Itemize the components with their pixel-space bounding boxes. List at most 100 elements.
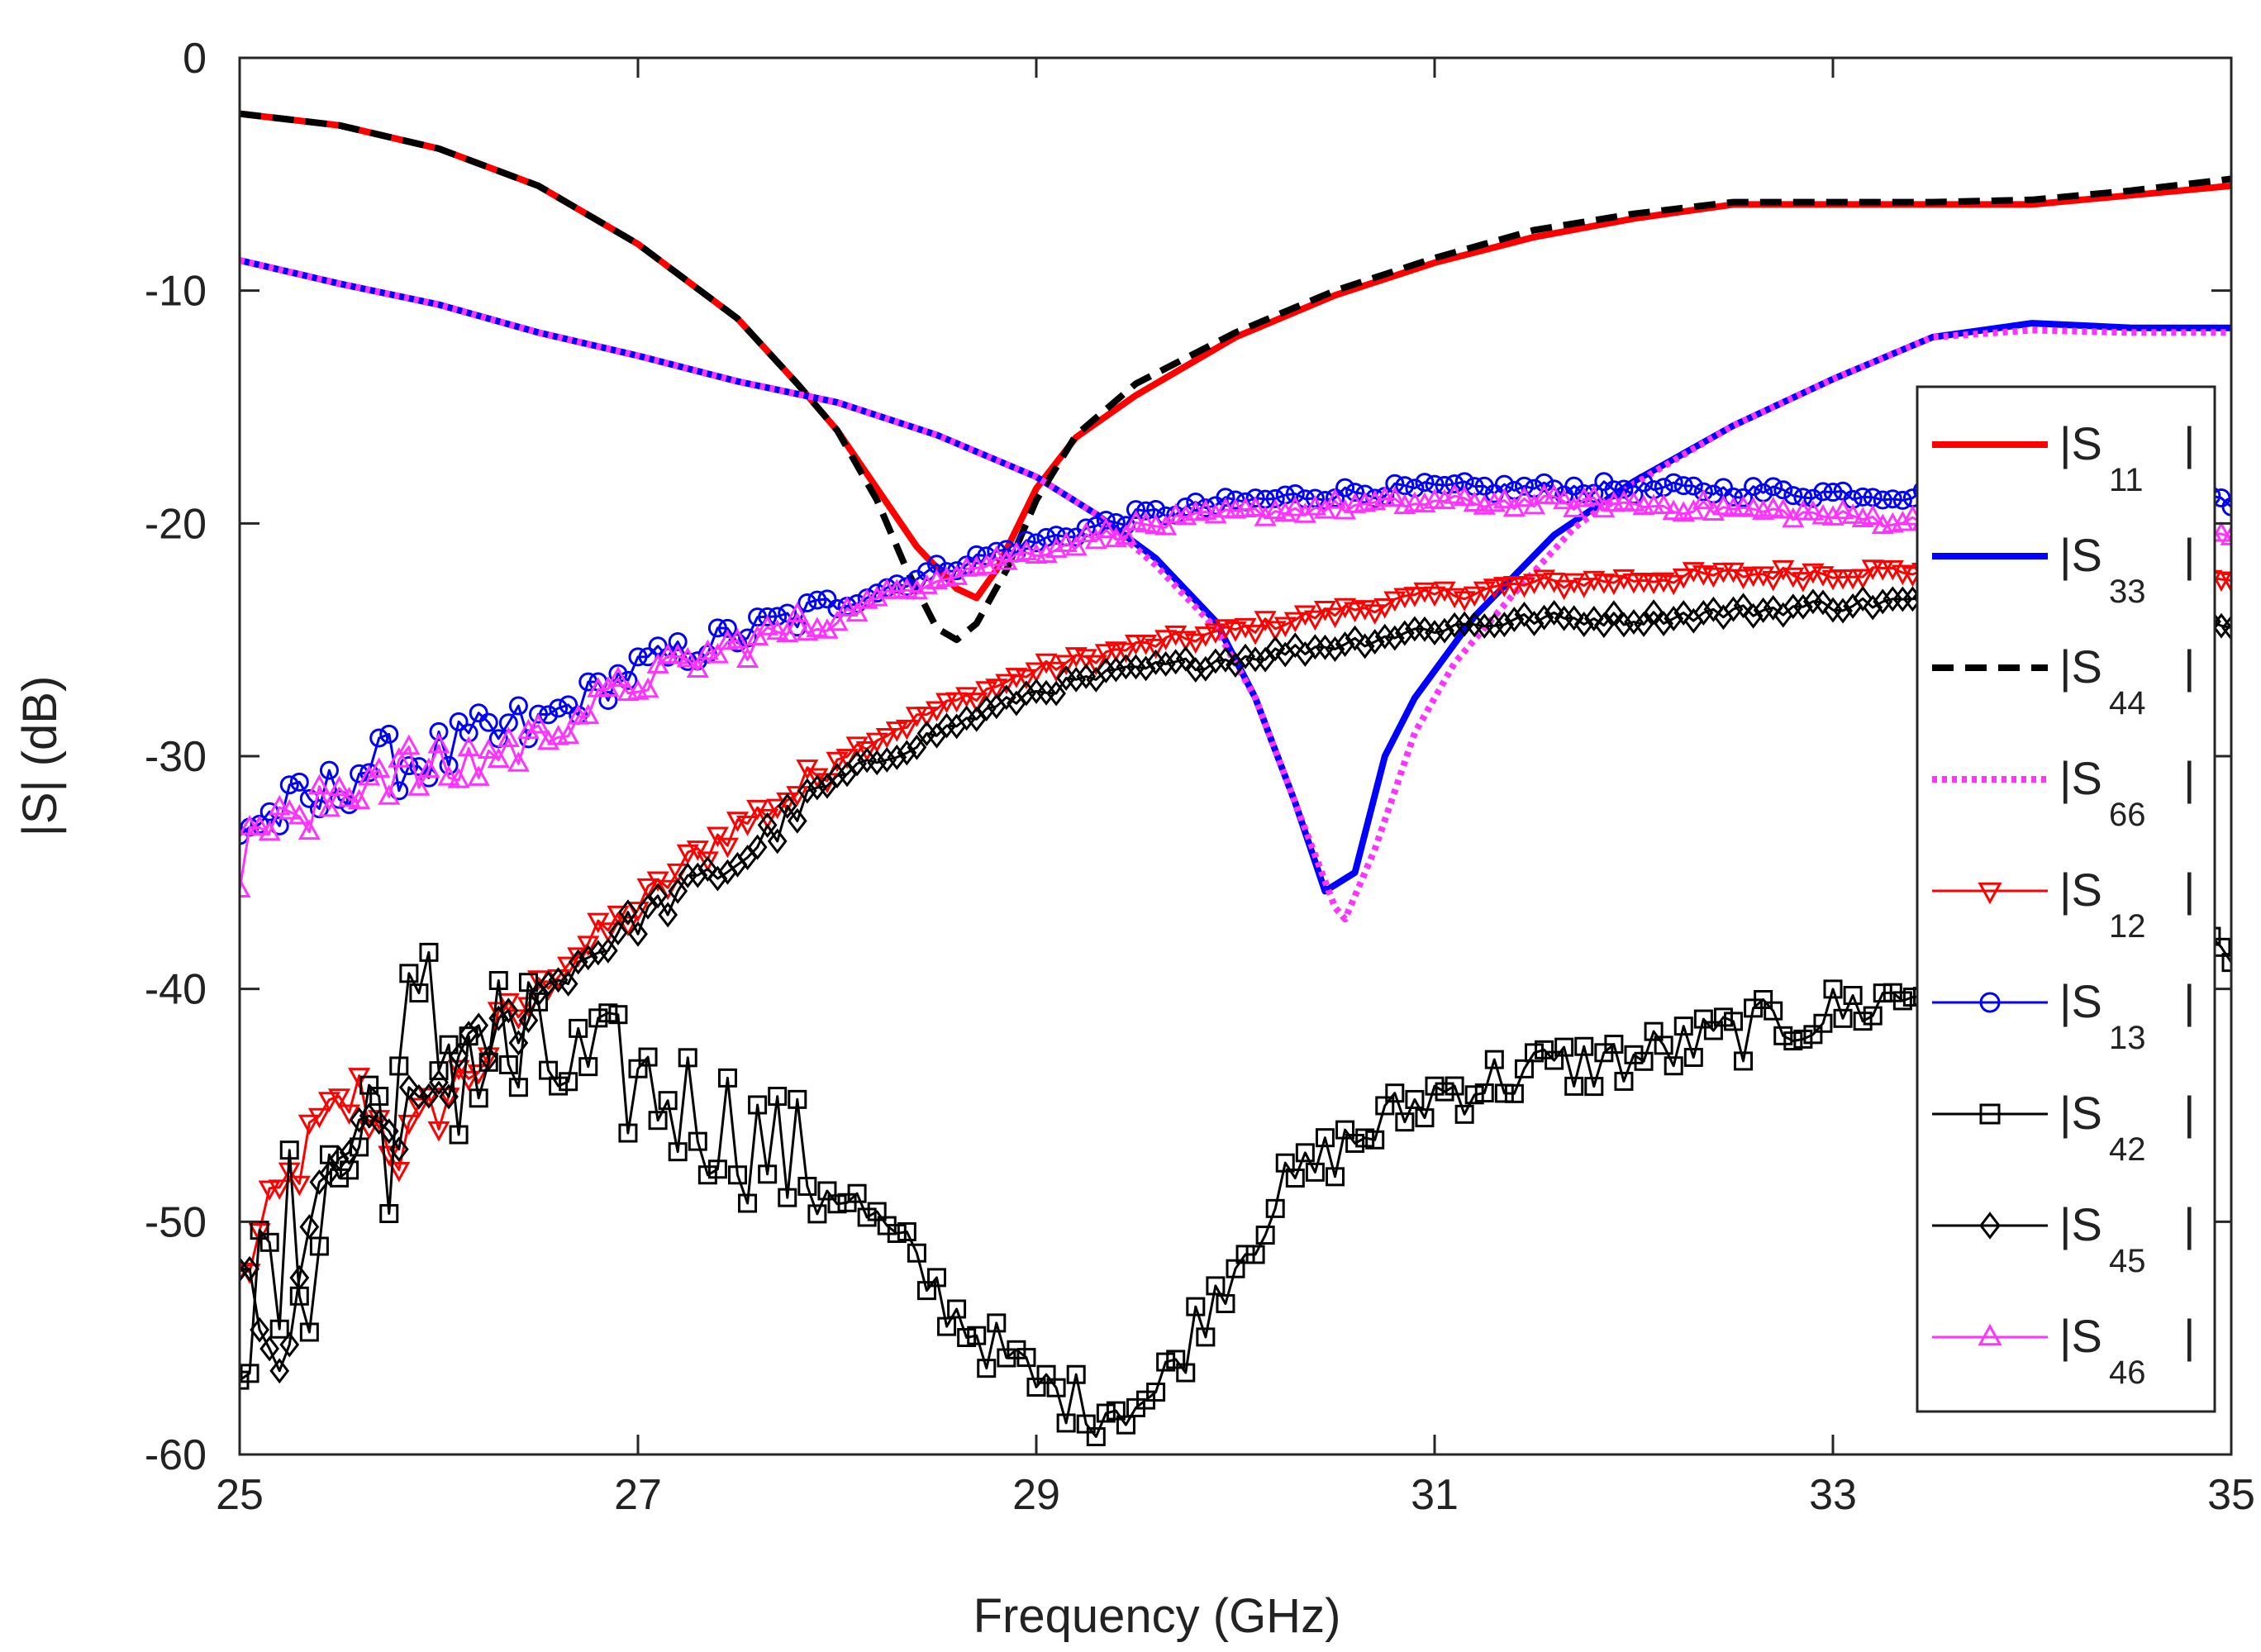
legend-entry-s44: |S44 | [1932,640,2196,721]
triangle-down-marker [1094,644,1117,664]
diamond-marker [837,761,857,788]
diamond-marker [648,883,668,909]
square-marker [817,1181,837,1201]
triangle-down-marker [1234,617,1257,639]
diamond-marker [240,1256,250,1283]
triangle-up-marker [1254,505,1277,526]
triangle-down-marker [317,1092,340,1112]
square-marker [1504,1083,1524,1103]
diamond-marker [369,1109,389,1135]
triangle-down-marker [1224,621,1247,642]
circle-marker [539,705,559,725]
triangle-down-marker [1403,587,1426,607]
square-marker [728,1165,747,1185]
square-marker [1833,1008,1853,1028]
diamond-marker [1354,633,1375,659]
square-marker [1056,1413,1076,1433]
square-marker [1076,1414,1096,1434]
triangle-up-marker [317,796,340,817]
circle-marker [279,775,299,795]
diamond-marker [668,878,688,904]
triangle-up-marker [417,757,440,778]
diamond-marker [976,696,997,721]
circle-marker [459,723,478,743]
legend-close: | [2183,529,2196,581]
legend-subscript: 33 [2109,574,2146,610]
square-marker [429,1061,449,1081]
legend-close: | [2183,1198,2196,1250]
circle-marker [1693,482,1713,502]
triangle-down-marker [875,728,898,749]
diamond-marker [1853,585,1873,612]
diamond-marker [907,734,927,760]
triangle-down-marker [965,693,988,713]
circle-marker [628,647,648,667]
series-line-s42 [240,935,2231,1438]
diamond-marker [588,940,608,966]
square-marker [569,1018,588,1038]
diamond-marker [628,921,648,947]
triangle-down-marker [407,1097,431,1119]
triangle-down-marker [1463,586,1486,607]
triangle-up-marker [1094,517,1117,538]
triangle-down-marker [248,1223,271,1244]
triangle-down-marker [1164,625,1188,646]
triangle-up-marker [1563,497,1586,517]
triangle-down-marker [577,935,600,957]
square-marker [379,1204,399,1224]
diamond-marker [1325,636,1345,662]
diamond-marker [1016,680,1036,707]
square-marker [359,1075,379,1095]
triangle-up-marker [1978,1323,2002,1346]
circle-marker [478,712,498,732]
square-marker [1783,1031,1803,1051]
triangle-down-marker [1573,578,1596,598]
square-marker [1295,1143,1315,1163]
triangle-up-marker [1303,495,1326,516]
diamond-marker [1833,597,1853,624]
diamond-marker [1206,648,1226,674]
triangle-up-marker [397,734,421,755]
square-marker [788,1089,807,1109]
circle-marker [508,696,528,716]
diamond-marker [618,899,638,926]
square-marker [1535,1040,1554,1059]
x-tick-label: 27 [614,1471,662,1519]
triangle-up-marker [845,601,869,622]
square-marker [668,1142,688,1162]
square-marker [1664,1056,1683,1076]
circle-marker [1853,487,1873,507]
square-marker [549,1076,569,1096]
diamond-marker [1514,601,1535,627]
square-marker [1385,1083,1405,1103]
legend-close: | [2183,975,2196,1027]
legend-entry-s66: |S66 | [1932,752,2196,833]
square-marker [717,1068,737,1088]
diamond-marker [378,1118,399,1145]
triangle-down-marker [1054,655,1078,676]
triangle-up-marker [368,757,391,778]
diamond-marker [638,893,658,920]
triangle-down-marker [1344,602,1367,623]
diamond-marker [240,1255,259,1282]
diamond-marker [558,971,578,997]
triangle-down-marker [855,740,878,762]
triangle-down-marker [397,1114,421,1135]
square-marker [1584,1077,1604,1097]
diamond-marker [538,970,559,997]
triangle-down-marker [1364,604,1387,625]
triangle-up-marker [1543,483,1566,505]
triangle-up-marker [696,639,719,660]
triangle-down-marker [1672,568,1695,589]
square-marker [559,1072,578,1092]
triangle-up-marker [597,676,620,697]
diamond-marker [1564,605,1584,631]
square-marker [1425,1076,1445,1096]
circle-marker [1734,488,1754,507]
triangle-down-marker [1483,578,1506,599]
triangle-up-marker [1443,483,1466,504]
series-line-s66 [240,257,2231,923]
diamond-marker [767,828,788,855]
triangle-up-marker [268,794,291,816]
